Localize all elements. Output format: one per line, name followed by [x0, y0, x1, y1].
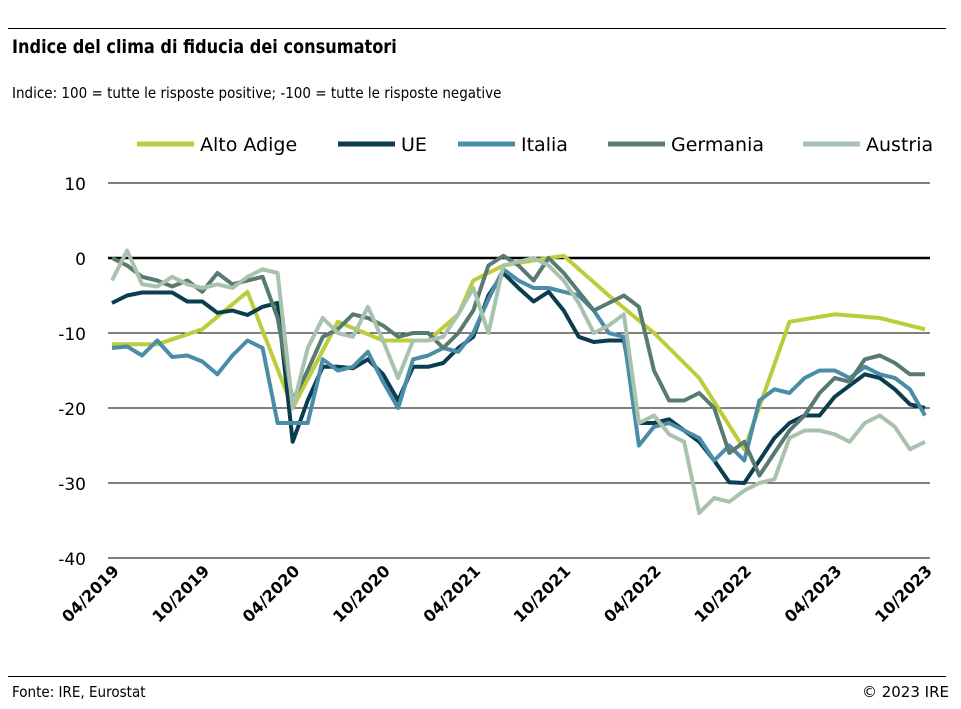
y-tick-label: 10 [64, 175, 86, 195]
legend-label: Austria [866, 134, 933, 156]
x-tick-label: 10/2023 [871, 561, 936, 626]
x-tick-label: 10/2019 [148, 561, 213, 626]
chart-title: Indice del clima di fiducia dei consumat… [12, 36, 397, 58]
y-tick-label: -30 [58, 475, 86, 495]
x-tick-label: 04/2020 [239, 561, 304, 626]
chart-subtitle: Indice: 100 = tutte le risposte positive… [12, 84, 502, 102]
x-tick-label: 04/2023 [781, 561, 846, 626]
x-tick-label: 10/2020 [329, 561, 394, 626]
source-note: Fonte: IRE, Eurostat [12, 683, 146, 701]
x-tick-label: 04/2021 [419, 561, 484, 626]
series-line-germania [111, 253, 925, 478]
x-tick-label: 04/2022 [600, 561, 665, 626]
x-tick-label: 04/2019 [58, 561, 123, 626]
series-line-austria [110, 248, 926, 515]
legend-label: Italia [521, 134, 568, 156]
y-tick-label: -20 [58, 400, 86, 420]
series-line-italia [111, 267, 927, 463]
y-tick-label: -40 [58, 550, 86, 570]
y-tick-label: -10 [58, 325, 86, 345]
legend-label: UE [401, 134, 427, 156]
x-tick-label: 10/2021 [510, 561, 575, 626]
legend-label: Alto Adige [200, 134, 297, 156]
legend-label: Germania [671, 134, 764, 156]
bottom-rule [8, 676, 946, 677]
top-rule [8, 28, 946, 29]
series-line-ue [111, 271, 926, 485]
y-tick-label: 0 [75, 250, 86, 270]
copyright: © 2023 IRE [861, 683, 949, 701]
x-tick-label: 10/2022 [690, 561, 755, 626]
